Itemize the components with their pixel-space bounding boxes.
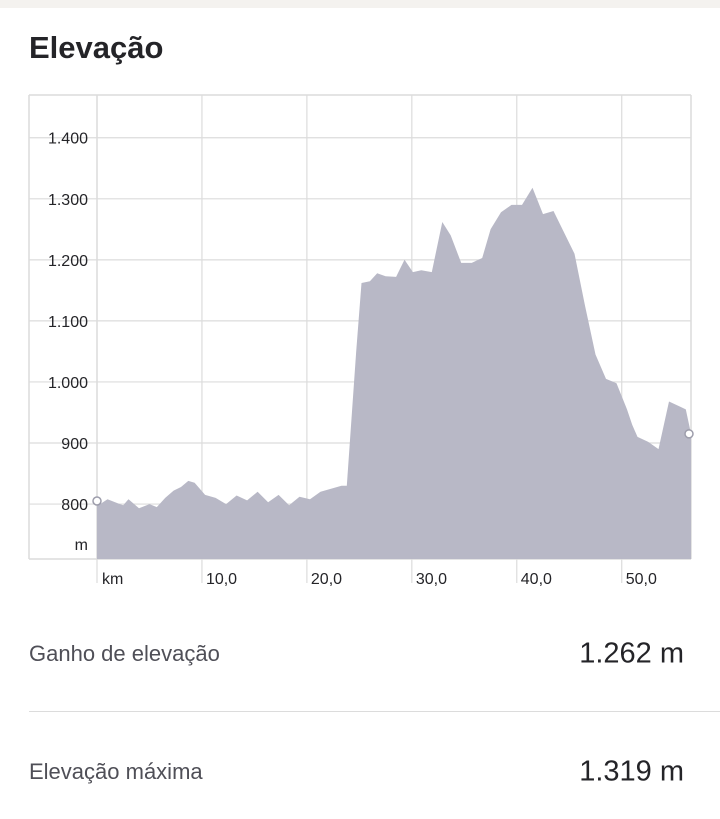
y-unit-label: m	[75, 537, 88, 554]
top-strip	[0, 0, 720, 8]
page-title: Elevação	[29, 30, 164, 65]
elevation-gain-row: Ganho de elevação 1.262 m	[29, 624, 691, 684]
x-unit-label: km	[102, 571, 123, 588]
x-tick-label-4: 50,0	[626, 571, 657, 588]
x-tick-label-2: 30,0	[416, 571, 447, 588]
y-tick-label-1: 900	[61, 436, 88, 453]
y-tick-label-6: 1.400	[48, 131, 88, 148]
max-elevation-row: Elevação máxima 1.319 m	[29, 742, 691, 802]
elevation-area	[97, 187, 691, 560]
start-point-marker	[92, 496, 102, 506]
y-tick-label-0: 800	[61, 497, 88, 514]
elevation-gain-value: 1.262 m	[579, 637, 684, 670]
x-tick-label-0: 10,0	[206, 571, 237, 588]
max-elevation-value: 1.319 m	[579, 755, 684, 788]
y-tick-label-4: 1.200	[48, 253, 88, 270]
x-tick-label-3: 40,0	[521, 571, 552, 588]
y-tick-label-2: 1.000	[48, 375, 88, 392]
elevation-chart[interactable]: 800 900 1.000 1.100 1.200 1.300 1.400 mkm 10,0 20…	[0, 90, 720, 600]
max-elevation-label: Elevação máxima	[29, 759, 203, 784]
y-tick-label-3: 1.100	[48, 314, 88, 331]
y-tick-label-5: 1.300	[48, 192, 88, 209]
end-point-marker	[684, 429, 694, 439]
stats-divider	[29, 711, 720, 712]
x-tick-label-1: 20,0	[311, 571, 342, 588]
elevation-gain-label: Ganho de elevação	[29, 641, 220, 666]
